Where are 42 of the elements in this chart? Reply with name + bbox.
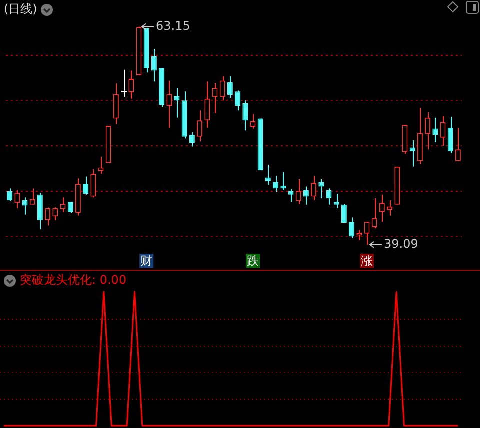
annotation: 39.09	[384, 236, 418, 251]
candlestick	[349, 217, 355, 239]
candlestick	[166, 80, 172, 128]
candlestick	[410, 140, 416, 168]
candlestick	[448, 116, 454, 154]
candlestick	[14, 190, 20, 210]
candlestick	[30, 188, 36, 206]
candlestick	[265, 164, 271, 186]
candlestick	[83, 176, 89, 196]
candlestick	[372, 198, 378, 229]
candlestick	[318, 179, 324, 200]
candlestick	[37, 192, 43, 230]
text: 财	[140, 254, 153, 268]
text: 跌	[247, 254, 259, 268]
candlestick	[204, 81, 210, 128]
candlestick	[235, 90, 241, 112]
candlestick	[151, 48, 157, 82]
annotation: 63.15	[156, 18, 190, 33]
candlestick	[242, 100, 248, 132]
candlestick	[387, 200, 393, 216]
candlestick	[379, 194, 385, 223]
candlestick	[121, 69, 128, 98]
candlestick	[197, 110, 203, 142]
text: 涨	[361, 254, 373, 268]
candlestick	[113, 82, 119, 125]
candlestick	[296, 179, 302, 204]
candlestick	[341, 203, 347, 224]
candlestick	[45, 207, 51, 226]
candlestick	[303, 186, 309, 206]
candlestick	[432, 117, 438, 143]
chart-title: (日线)	[4, 1, 38, 18]
candlestick	[90, 169, 96, 198]
candlestick	[455, 127, 461, 162]
candlestick	[98, 156, 104, 175]
text: 突破龙头优化: 0.00	[20, 273, 127, 287]
candlestick	[227, 76, 233, 98]
candlestick	[425, 112, 431, 150]
candlestick	[273, 175, 279, 193]
candlestick	[311, 175, 317, 201]
candlestick	[334, 194, 340, 210]
candlestick	[220, 76, 226, 102]
candlestick	[128, 70, 134, 100]
